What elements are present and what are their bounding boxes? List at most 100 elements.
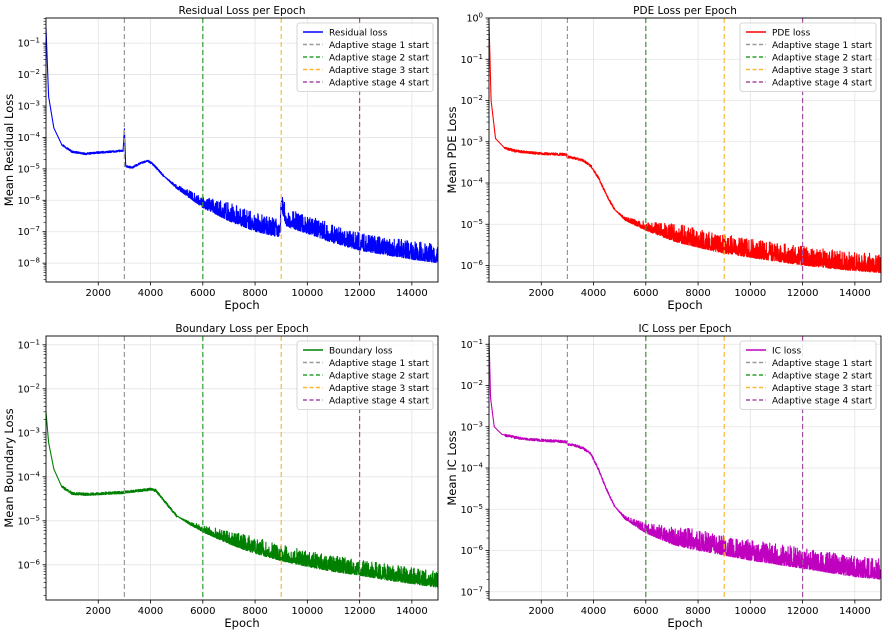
chart-title: Boundary Loss per Epoch [175,323,308,335]
y-tick-label: 10−7 [18,225,40,238]
legend-entry: Residual loss [329,28,388,38]
y-tick-label: 10−3 [461,420,483,433]
x-tick-label: 8000 [685,606,710,617]
legend-entry: Adaptive stage 2 start [772,53,873,63]
y-tick-label: 10−8 [18,257,40,270]
x-axis-label: Epoch [224,616,259,630]
pde-loss-panel: 2000 4000 6000 8000 10000 12000 14000 10−6 10−5 1… [445,5,882,312]
legend-entry: Adaptive stage 1 start [772,41,873,51]
x-tick-label: 4000 [138,288,163,299]
y-tick-label: 10−1 [18,37,40,50]
y-tick-label: 10−4 [18,470,41,483]
x-tick-label: 8000 [242,606,267,617]
series-line-pde-loss [489,21,881,274]
x-tick-label: 14000 [839,288,871,299]
legend-entry: Adaptive stage 3 start [772,66,873,76]
legend-entry: Adaptive stage 3 start [329,384,430,394]
y-tick-label: 10−2 [18,382,40,395]
legend-entry: Adaptive stage 3 start [772,384,873,394]
x-tick-label: 12000 [344,606,376,617]
chart-title: Residual Loss per Epoch [179,5,306,17]
legend: Residual loss Adaptive stage 1 start Adapt… [296,22,434,92]
y-tick-label: 10−5 [18,162,40,175]
chart-title: PDE Loss per Epoch [633,5,737,17]
x-tick-label: 2000 [86,606,111,617]
series-line-boundary-loss [46,411,438,588]
y-tick-label: 10−3 [461,135,483,148]
y-tick-label: 10−1 [18,338,40,351]
y-tick-label: 10−5 [18,514,40,527]
x-tick-label: 10000 [291,288,323,299]
x-tick-label: 14000 [396,606,428,617]
x-tick-label: 2000 [529,606,554,617]
y-tick-label: 10−6 [461,259,484,272]
x-tick-label: 8000 [685,288,710,299]
y-tick-label: 10−2 [461,379,483,392]
legend-entry: Adaptive stage 3 start [329,66,430,76]
residual-loss-panel: 2000 4000 6000 8000 10000 12000 14000 10−8 10−7 1… [2,5,439,312]
legend-entry: Adaptive stage 1 start [329,359,430,369]
legend-entry: IC loss [772,346,801,356]
x-axis-label: Epoch [667,616,702,630]
legend-entry: Adaptive stage 4 start [772,78,873,88]
x-tick-label: 2000 [529,288,554,299]
y-tick-label: 100 [466,12,483,25]
y-axis-label: Mean Residual Loss [2,94,16,206]
legend-entry: Adaptive stage 2 start [772,371,873,381]
y-tick-label: 10−6 [461,544,484,557]
y-tick-label: 10−1 [461,338,483,351]
y-tick-label: 10−5 [461,218,483,231]
y-tick-label: 10−4 [461,177,484,190]
y-tick-label: 10−1 [461,53,483,66]
y-axis-label: Mean PDE Loss [445,107,459,194]
x-tick-label: 8000 [242,288,267,299]
y-tick-label: 10−6 [18,558,41,571]
x-tick-label: 12000 [787,288,819,299]
y-tick-label: 10−4 [461,462,484,475]
legend-entry: Adaptive stage 4 start [329,78,430,88]
x-tick-label: 14000 [839,606,871,617]
y-tick-label: 10−5 [461,503,483,516]
series-line-ic-loss [489,336,881,580]
x-tick-label: 4000 [581,606,606,617]
legend: IC loss Adaptive stage 1 start Adaptive st… [739,340,877,410]
legend-entry: Adaptive stage 4 start [329,396,430,406]
y-tick-label: 10−2 [461,94,483,107]
legend: PDE loss Adaptive stage 1 start Adaptive s… [739,22,877,92]
x-tick-label: 10000 [734,288,766,299]
x-tick-label: 12000 [787,606,819,617]
y-axis-label: Mean IC Loss [445,430,459,505]
boundary-loss-panel: 2000 4000 6000 8000 10000 12000 14000 10−6 10−5 1… [2,323,439,630]
x-tick-label: 6000 [190,288,215,299]
legend: Boundary loss Adaptive stage 1 start Adapt… [296,340,434,410]
plot-frame [45,335,439,601]
y-axis-label: Mean Boundary Loss [2,408,16,527]
x-tick-label: 6000 [633,606,658,617]
chart-title: IC Loss per Epoch [638,323,731,335]
plot-frame [488,17,882,283]
ic-loss-panel: 2000 4000 6000 8000 10000 12000 14000 10−7 10−6 1… [445,323,882,630]
legend-entry: Adaptive stage 4 start [772,396,873,406]
legend-entry: PDE loss [772,28,811,38]
x-tick-label: 4000 [138,606,163,617]
x-tick-label: 4000 [581,288,606,299]
y-tick-label: 10−6 [18,194,41,207]
y-tick-label: 10−3 [18,426,40,439]
y-tick-label: 10−3 [18,100,40,113]
legend-entry: Adaptive stage 1 start [772,359,873,369]
x-tick-label: 12000 [344,288,376,299]
series-line-residual-loss [46,28,438,263]
x-tick-label: 6000 [190,606,215,617]
x-tick-label: 6000 [633,288,658,299]
x-tick-label: 10000 [734,606,766,617]
legend-entry: Adaptive stage 2 start [329,371,430,381]
y-tick-label: 10−7 [461,585,483,598]
legend-entry: Adaptive stage 2 start [329,53,430,63]
x-tick-label: 14000 [396,288,428,299]
y-tick-label: 10−2 [18,68,40,81]
x-axis-label: Epoch [224,298,259,312]
x-axis-label: Epoch [667,298,702,312]
x-tick-label: 10000 [291,606,323,617]
y-tick-label: 10−4 [18,131,41,144]
